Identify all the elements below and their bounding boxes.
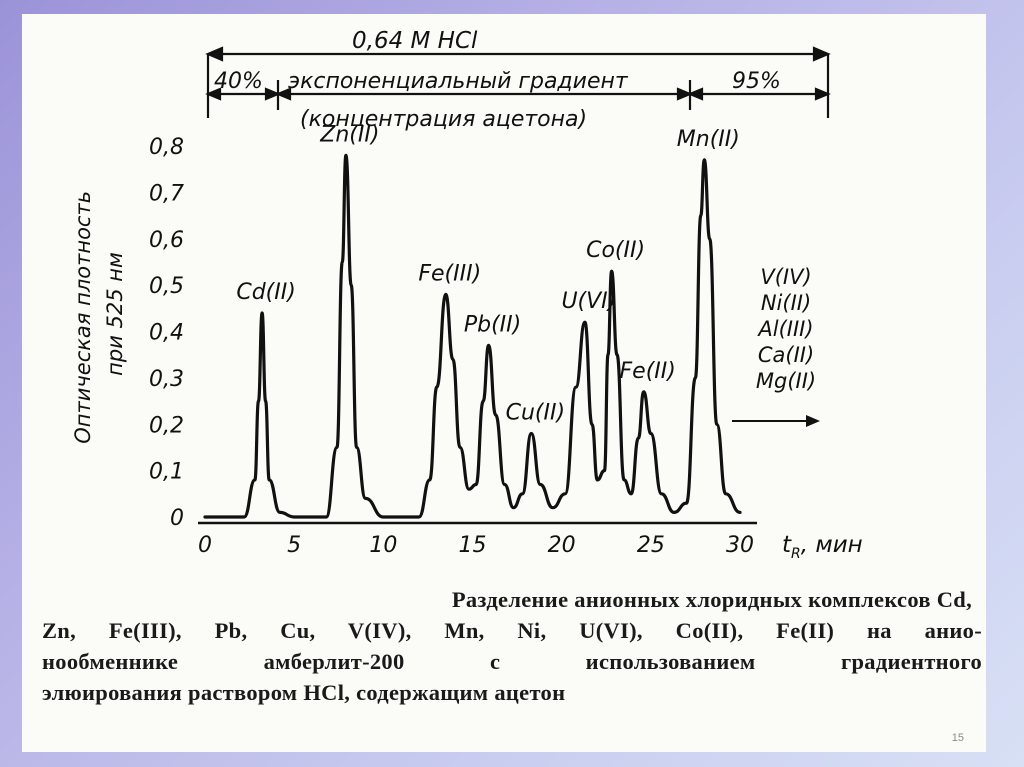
peak-label: Pb(II) — [464, 312, 521, 337]
x-tick-label: 15 — [459, 533, 487, 558]
unretained-ions: V(IV)Ni(II)Al(III)Ca(II)Mg(II) — [756, 265, 816, 393]
gradient-sub-label: (концентрация ацетона) — [300, 107, 587, 132]
peak-label: Cu(II) — [506, 401, 565, 426]
peak-label: Co(II) — [586, 238, 645, 263]
x-tick-label: 0 — [198, 533, 212, 558]
caption-line-3: нообменнике амберлит-200 с использование… — [42, 649, 982, 674]
y-tick-label: 0,7 — [149, 181, 184, 206]
y-tick-label: 0,6 — [149, 228, 184, 253]
header-annotations — [205, 46, 831, 118]
x-tick-label: 10 — [369, 533, 397, 558]
x-tick-labels: 0 5 10 15 20 25 30 — [198, 533, 754, 558]
y-axis-title-line2: при 525 нм — [103, 252, 127, 376]
unretained-ion-label: Ni(II) — [761, 291, 811, 315]
chromatogram-curve — [203, 153, 742, 519]
peak-label: U(VI) — [561, 289, 616, 314]
slide: 0,64 М HCl 40% экспоненциальный градиент… — [22, 14, 986, 752]
peak-label: Mn(II) — [677, 127, 740, 152]
peak-label: Cd(II) — [236, 280, 295, 305]
unretained-ion-label: Mg(II) — [756, 369, 816, 393]
pct-start-label: 40% — [214, 69, 263, 94]
y-tick-label: 0,2 — [149, 413, 184, 438]
x-axis-title: tR, мин — [782, 532, 863, 562]
page-number: 15 — [951, 732, 964, 744]
y-tick-label: 0,8 — [149, 135, 184, 160]
y-axis-title: Оптическая плотность при 525 нм — [71, 184, 127, 444]
unretained-ion-label: Al(III) — [756, 317, 813, 341]
y-tick-labels: 0 0,1 0,2 0,3 0,4 0,5 0,6 0,7 0,8 — [149, 135, 184, 531]
unretained-ion-label: Ca(II) — [758, 343, 814, 367]
figure-caption: Разделение анионных хлоридных комплексов… — [42, 584, 982, 708]
unretained-arrow — [732, 415, 820, 427]
gradient-label: экспоненциальный градиент — [288, 69, 629, 94]
x-tick-label: 30 — [726, 533, 754, 558]
y-tick-label: 0 — [170, 506, 184, 531]
peak-label: Zn(II) — [319, 122, 379, 147]
peak-label: Fe(III) — [418, 261, 481, 286]
caption-line-2: Zn, Fe(III), Pb, Cu, V(IV), Mn, Ni, U(VI… — [42, 618, 982, 643]
x-tick-label: 5 — [287, 533, 301, 558]
y-tick-label: 0,5 — [149, 274, 184, 299]
chromatogram-chart: 0,64 М HCl 40% экспоненциальный градиент… — [71, 28, 863, 562]
x-tick-label: 20 — [548, 533, 576, 558]
y-tick-label: 0,1 — [149, 460, 184, 485]
hcl-label: 0,64 М HCl — [352, 28, 478, 54]
peak-labels: Cd(II) Zn(II) Fe(III) Pb(II) Cu(II) U(VI) Co(I… — [236, 122, 740, 425]
y-tick-label: 0,3 — [149, 367, 184, 392]
peak-label: Fe(II) — [620, 359, 676, 384]
y-tick-label: 0,4 — [149, 321, 184, 346]
pct-end-label: 95% — [732, 69, 781, 94]
x-tick-label: 25 — [637, 533, 665, 558]
caption-line-1: Разделение анионных хлоридных комплексов… — [451, 587, 972, 612]
caption-line-4: элюирования раствором HCl, содержащим ац… — [42, 680, 566, 705]
unretained-ion-label: V(IV) — [760, 265, 811, 289]
y-axis-title-line1: Оптическая плотность — [71, 191, 95, 444]
